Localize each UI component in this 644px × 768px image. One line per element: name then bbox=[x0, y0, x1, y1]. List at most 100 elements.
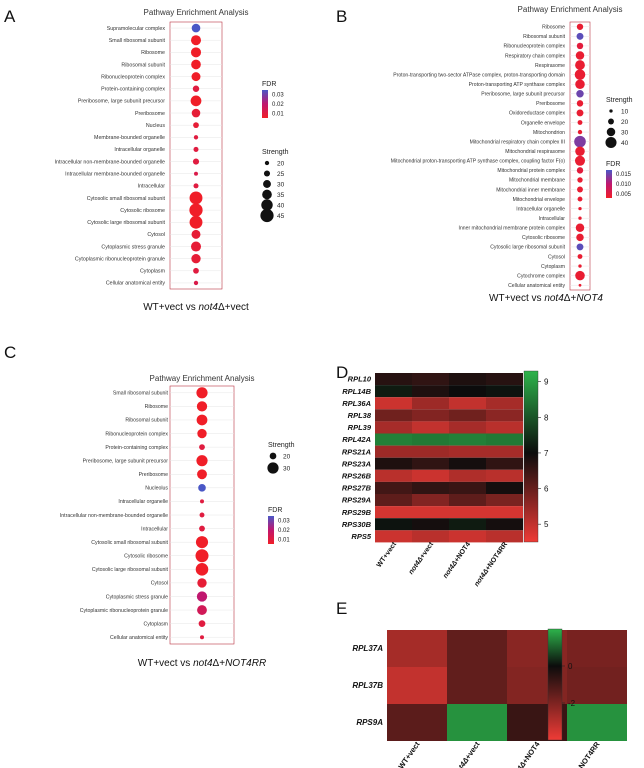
dot-plot-b: Pathway Enrichment Analysis Ribosome Ribos… bbox=[391, 5, 633, 304]
dot-16 bbox=[576, 167, 584, 174]
heatmap-column-label: not4Δ+NOT4RR bbox=[562, 740, 602, 768]
label-part: +vect bbox=[463, 740, 482, 761]
category-label: Mitochondrial membrane bbox=[509, 178, 565, 184]
colorbar-tick-label: 8 bbox=[544, 413, 549, 422]
category-label: Supramolecular complex bbox=[107, 26, 166, 32]
category-label: Mitochondrial envelope bbox=[513, 197, 566, 203]
x-axis-label-part: not4 bbox=[193, 658, 213, 669]
heatmap-row-label: RPS29A bbox=[342, 496, 371, 505]
fdr-tick-label: 0.03 bbox=[278, 519, 290, 525]
category-label: Cytoplasm bbox=[143, 621, 168, 627]
heatmap-cell bbox=[486, 385, 523, 398]
heatmap-cell bbox=[412, 457, 449, 470]
heatmap-column-label: not4Δ+NOT4 bbox=[442, 541, 472, 580]
strength-legend-dot bbox=[261, 199, 273, 211]
category-label: Ribosomal subunit bbox=[523, 34, 565, 40]
heatmap-cell bbox=[375, 494, 412, 507]
panel-letter-c: C bbox=[4, 343, 16, 362]
fdr-tick-label: 0.010 bbox=[616, 182, 632, 188]
x-axis-label-part: not4 bbox=[198, 302, 218, 313]
colorbar-tick-label: 6 bbox=[544, 485, 549, 494]
fdr-colorbar bbox=[606, 170, 612, 198]
dot-25 bbox=[577, 254, 583, 259]
heatmap-cell bbox=[449, 469, 486, 482]
category-label: Proton-transporting ATP synthase complex bbox=[469, 82, 566, 88]
dot-10 bbox=[576, 109, 584, 117]
chart-title: Pathway Enrichment Analysis bbox=[150, 374, 255, 383]
dot-26 bbox=[578, 264, 582, 268]
dot-2 bbox=[190, 35, 202, 46]
colorbar-tick-label: 5 bbox=[544, 520, 549, 529]
dot-21 bbox=[578, 216, 582, 220]
category-label: Cytoplasm bbox=[140, 269, 166, 275]
dot-5 bbox=[199, 444, 205, 451]
category-label: Cytoplasmic ribonucleoprotein granule bbox=[75, 256, 165, 262]
category-label: Intracellular bbox=[138, 184, 166, 190]
fdr-tick-label: 0.01 bbox=[278, 537, 290, 543]
dot-22 bbox=[193, 280, 199, 286]
category-label: Inner mitochondrial membrane protein com… bbox=[459, 226, 566, 232]
heatmap-cell bbox=[486, 397, 523, 410]
heatmap-cell bbox=[486, 518, 523, 531]
heatmap-cell bbox=[449, 421, 486, 434]
heatmap-cell bbox=[449, 373, 486, 386]
heatmap-cell bbox=[375, 481, 412, 494]
dot-10 bbox=[193, 135, 199, 140]
x-axis-label-part: NOT4RR bbox=[225, 658, 266, 669]
heatmap-cell bbox=[449, 494, 486, 507]
strength-legend-label: 45 bbox=[277, 213, 285, 220]
category-label: Ribosomal subunit bbox=[121, 62, 165, 68]
heatmap-cell bbox=[486, 445, 523, 458]
category-label: Cytosolic ribosome bbox=[124, 554, 168, 560]
heatmap-row-label: RPS27B bbox=[342, 484, 372, 493]
dot-8 bbox=[191, 108, 201, 118]
category-label: Cytoplasmic ribonucleoprotein granule bbox=[80, 608, 168, 614]
colorbar-tick-label: 0 bbox=[568, 662, 573, 671]
fdr-tick-label: 0.02 bbox=[278, 528, 290, 534]
label-part: +NOT4RR bbox=[485, 541, 510, 572]
heatmap-column-label: WT+vect bbox=[376, 541, 399, 569]
category-label: Preribosome bbox=[135, 111, 165, 117]
heatmap-cell bbox=[449, 457, 486, 470]
dot-17 bbox=[577, 177, 583, 183]
dot-18 bbox=[577, 186, 583, 193]
strength-legend-dot bbox=[264, 160, 270, 166]
heatmap-row-label: RPS30B bbox=[342, 520, 372, 529]
heatmap-cell bbox=[375, 409, 412, 422]
x-axis-label: WT+vect vs not4Δ+NOT4 bbox=[489, 293, 603, 304]
category-label: Intracellular organelle bbox=[118, 499, 168, 505]
fdr-tick-label: 0.03 bbox=[272, 93, 284, 99]
heatmap-cell bbox=[375, 373, 412, 386]
category-label: Cytosol bbox=[151, 581, 168, 587]
heatmap-row-label: RPL36A bbox=[342, 399, 371, 408]
category-label: Cellular anatomical entity bbox=[508, 283, 565, 289]
category-label: Mitochondrial respirasome bbox=[505, 149, 565, 155]
dot-15 bbox=[189, 191, 203, 205]
heatmap-e: RPL37ARPL37BRPS9AWT+vectnot4Δ+vectnot4Δ+… bbox=[352, 628, 627, 768]
dot-18 bbox=[198, 620, 206, 627]
category-label: Membrane-bounded organelle bbox=[94, 135, 165, 141]
category-label: Mitochondrial respiratory chain complex … bbox=[470, 139, 565, 145]
heatmap-cell bbox=[449, 530, 486, 543]
x-axis-label: WT+vect vs not4Δ+NOT4RR bbox=[138, 658, 266, 669]
x-axis-label-part: NOT4 bbox=[576, 293, 603, 304]
fdr-colorbar bbox=[268, 516, 274, 544]
dot-1 bbox=[196, 387, 208, 399]
heatmap-cell bbox=[375, 457, 412, 470]
x-axis-label: WT+vect vs not4Δ+vect bbox=[143, 302, 249, 313]
heatmap-cell bbox=[387, 704, 447, 741]
heatmap-row-label: RPL14B bbox=[342, 387, 371, 396]
x-axis-label-part: Δ+ bbox=[564, 293, 577, 304]
dot-13 bbox=[195, 549, 209, 563]
dot-10 bbox=[199, 512, 205, 518]
dot-4 bbox=[197, 428, 207, 439]
heatmap-cell bbox=[449, 409, 486, 422]
dot-plot-a: Pathway Enrichment Analysis Supramolecula… bbox=[55, 8, 289, 313]
dot-15 bbox=[574, 155, 586, 166]
category-label: Ribosome bbox=[141, 50, 165, 56]
strength-legend-label: 30 bbox=[277, 181, 285, 188]
x-axis-label-part: Δ+ bbox=[213, 658, 226, 669]
category-label: Preribosome bbox=[536, 101, 565, 107]
category-label: Small ribosomal subunit bbox=[109, 38, 166, 44]
